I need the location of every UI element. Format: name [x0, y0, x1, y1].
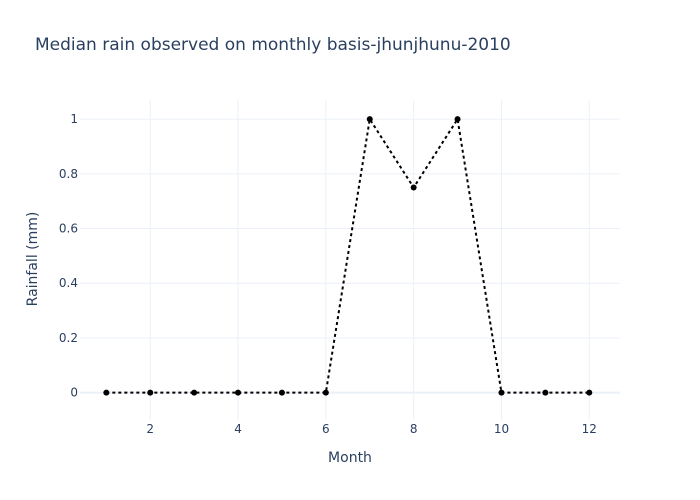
y-tick-label: 0: [70, 386, 78, 400]
x-tick-label: 12: [582, 422, 597, 436]
data-point: [147, 389, 154, 396]
y-axis-label: Rainfall (mm): [25, 212, 41, 307]
y-tick-label: 1: [70, 112, 78, 126]
x-tick-label: 6: [322, 422, 330, 436]
grid-lines: [80, 100, 620, 420]
x-tick-label: 2: [146, 422, 154, 436]
data-line-group: [106, 116, 590, 394]
data-point: [191, 389, 198, 396]
series-line: [106, 116, 590, 394]
data-point: [410, 184, 417, 191]
data-point: [454, 116, 461, 123]
x-tick-label: 4: [234, 422, 242, 436]
data-point: [586, 389, 593, 396]
data-point: [278, 389, 285, 396]
data-point: [322, 389, 329, 396]
y-tick-label: 0.4: [59, 276, 78, 290]
x-tick-label: 8: [410, 422, 418, 436]
x-axis-label: Month: [328, 450, 372, 466]
y-tick-label: 0.2: [59, 331, 78, 345]
plot-area: [80, 100, 620, 420]
data-point: [103, 389, 110, 396]
y-tick-label: 0.6: [59, 222, 78, 236]
x-tick-label: 10: [494, 422, 509, 436]
chart-title: Median rain observed on monthly basis-jh…: [35, 35, 511, 55]
x-axis: 2 4 6 8 10 12: [146, 422, 596, 436]
data-point: [498, 389, 505, 396]
y-tick-label: 0.8: [59, 167, 78, 181]
data-point: [235, 389, 242, 396]
data-marker-group: [103, 116, 593, 396]
data-point: [366, 116, 373, 123]
y-axis: 0 0.2 0.4 0.6 0.8 1: [59, 112, 78, 400]
data-point: [542, 389, 549, 396]
